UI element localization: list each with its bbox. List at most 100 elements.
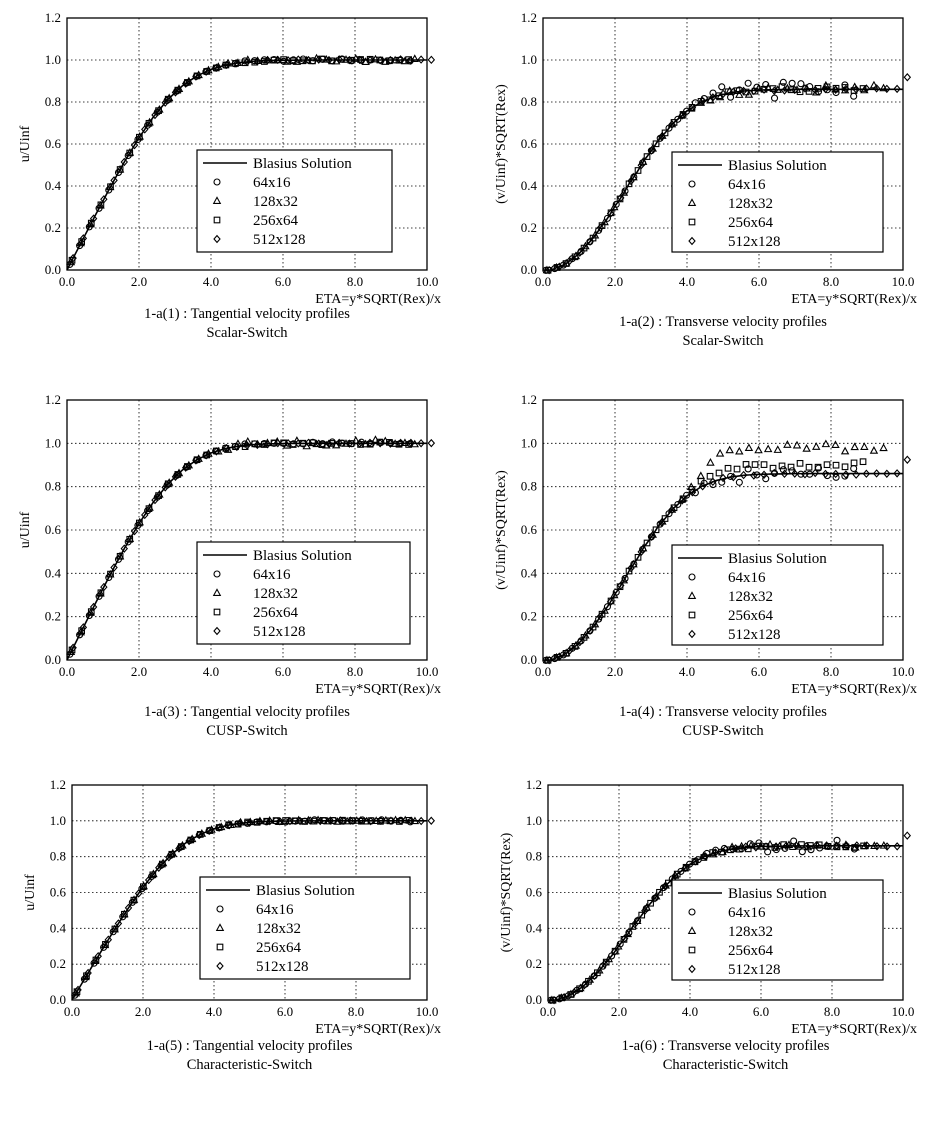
x-tick-label: 2.0 <box>135 1004 151 1019</box>
y-tick-label: 0.4 <box>45 565 62 580</box>
data-marker-64x16 <box>850 92 858 100</box>
data-marker-512x128 <box>802 841 811 851</box>
x-tick-label: 0.0 <box>59 274 75 289</box>
legend-label: 64x16 <box>728 177 766 193</box>
data-marker-256x64 <box>318 441 326 448</box>
data-marker-64x16 <box>744 465 752 473</box>
legend-marker-circle <box>216 905 224 913</box>
data-marker-128x32 <box>391 815 400 824</box>
data-marker-512x128 <box>69 643 77 653</box>
data-marker-128x32 <box>410 54 419 62</box>
data-marker-512x128 <box>74 985 82 995</box>
figure-caption: 1-a(2) : Transverse velocity profiles <box>619 314 827 330</box>
data-marker-256x64 <box>149 871 157 879</box>
data-marker-512x128 <box>120 544 129 553</box>
data-marker-512x128 <box>407 816 415 825</box>
chart-panel-5: 0.0 2.0 4.0 6.0 8.0 10.0 0.0 0.2 0.4 0.6 0.8 1.0 1.2… <box>23 777 441 1073</box>
data-marker-512x128 <box>590 971 599 980</box>
data-marker-128x32 <box>821 439 831 448</box>
legend-label: 256x64 <box>256 940 302 956</box>
chart-panel-4: 0.0 2.0 4.0 6.0 8.0 10.0 0.0 0.2 0.4 0.6 0.8 1.0 1.2… <box>494 392 917 739</box>
y-tick-label: 0.0 <box>521 262 537 277</box>
data-marker-256x64 <box>814 463 822 471</box>
y-tick-label: 0.8 <box>50 849 66 864</box>
data-marker-512x128 <box>852 470 860 479</box>
data-marker-512x128 <box>417 816 425 826</box>
data-marker-512x128 <box>181 79 190 88</box>
plot-frame <box>542 17 904 271</box>
data-marker-128x32 <box>735 90 744 98</box>
data-marker-512x128 <box>215 823 224 832</box>
data-marker-512x128 <box>274 55 282 65</box>
y-tick-label: 0.0 <box>526 992 542 1007</box>
legend-label: 512x128 <box>728 234 781 250</box>
legend: Blasius Solution 64x16 128x32 256x64 512x128 <box>671 879 884 981</box>
data-marker-512x128 <box>377 816 385 826</box>
data-marker-512x128 <box>832 841 841 850</box>
y-tick-label: 0.6 <box>521 136 538 151</box>
data-marker-512x128 <box>750 471 758 480</box>
legend-marker-triangle <box>687 591 697 599</box>
figure-subcaption: CUSP-Switch <box>206 723 288 739</box>
data-marker-256x64 <box>136 519 143 527</box>
legend-marker-diamond <box>216 961 224 971</box>
chart-panel-6: 0.0 2.0 4.0 6.0 8.0 10.0 0.0 0.2 0.4 0.6 0.8 1.0 1.2… <box>499 777 917 1073</box>
data-marker-128x32 <box>223 445 233 453</box>
data-marker-512x128 <box>130 140 139 150</box>
data-marker-512x128 <box>253 440 262 450</box>
data-marker-64x16 <box>746 840 754 848</box>
x-tick-label: 6.0 <box>753 1004 769 1019</box>
data-marker-512x128 <box>205 826 213 835</box>
data-marker-512x128 <box>120 157 129 167</box>
data-marker-512x128 <box>253 57 262 66</box>
data-marker-512x128 <box>770 86 779 96</box>
data-marker-512x128 <box>560 992 568 1002</box>
y-tick-label: 0.4 <box>521 565 538 580</box>
data-marker-512x128 <box>565 256 574 266</box>
data-marker-512x128 <box>69 253 77 263</box>
data-marker-512x128 <box>691 857 700 866</box>
data-marker-64x16 <box>779 466 787 474</box>
y-tick-label: 0.0 <box>45 652 61 667</box>
x-tick-label: 0.0 <box>540 1004 556 1019</box>
data-marker-256x64 <box>140 883 147 891</box>
data-marker-512x128 <box>366 816 375 826</box>
data-marker-512x128 <box>760 470 768 479</box>
data-marker-256x64 <box>329 817 337 824</box>
legend-box <box>196 541 411 645</box>
data-marker-128x32 <box>706 457 715 466</box>
legend-label: 256x64 <box>728 608 774 624</box>
data-marker-256x64 <box>337 56 345 63</box>
data-marker-256x64 <box>136 133 143 141</box>
data-marker-256x64 <box>270 439 278 447</box>
data-marker-256x64 <box>796 88 804 96</box>
data-marker-512x128 <box>791 85 799 95</box>
data-marker-128x32 <box>756 841 765 850</box>
y-axis-label: (v/Uinf)*SQRT(Rex) <box>494 470 509 590</box>
x-tick-label: 10.0 <box>892 1004 915 1019</box>
data-marker-512x128 <box>586 626 594 635</box>
data-marker-512x128 <box>698 481 707 491</box>
y-tick-label: 0.8 <box>521 94 537 109</box>
figure-caption: 1-a(5) : Tangential velocity profiles <box>147 1038 353 1054</box>
legend-label: Blasius Solution <box>728 158 827 174</box>
data-marker-512x128 <box>852 85 860 94</box>
data-marker-128x32 <box>802 444 811 452</box>
data-marker-512x128 <box>195 830 203 840</box>
data-marker-256x64 <box>652 140 660 148</box>
data-marker-512x128 <box>417 55 425 64</box>
data-marker-64x16 <box>770 94 779 102</box>
data-marker-512x128 <box>586 237 594 246</box>
data-marker-128x32 <box>125 534 135 542</box>
x-tick-label: 4.0 <box>206 1004 222 1019</box>
data-marker-64x16 <box>850 464 858 473</box>
data-marker-512x128 <box>811 468 819 478</box>
legend-label: 512x128 <box>253 624 306 640</box>
data-marker-256x64 <box>337 439 345 447</box>
data-marker-512x128 <box>325 55 333 65</box>
legend-box <box>196 149 393 253</box>
data-marker-512x128 <box>315 439 323 448</box>
data-marker-256x64 <box>634 553 642 561</box>
data-marker-256x64 <box>155 107 162 115</box>
x-tick-label: 8.0 <box>348 1004 364 1019</box>
